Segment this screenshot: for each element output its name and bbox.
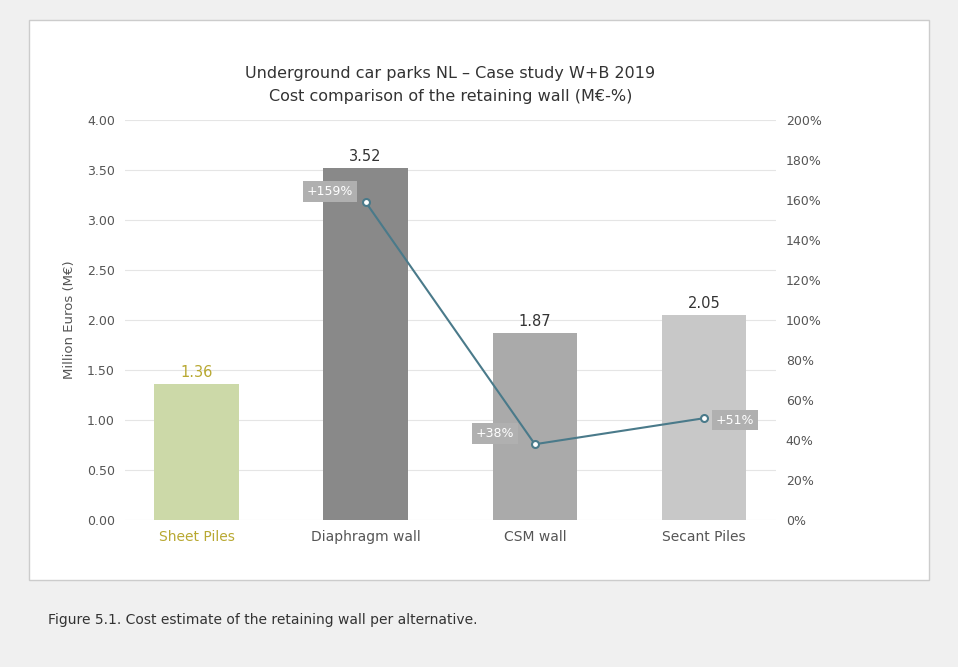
- Title: Underground car parks NL – Case study W+B 2019
Cost comparison of the retaining : Underground car parks NL – Case study W+…: [245, 67, 655, 103]
- Text: 3.52: 3.52: [350, 149, 382, 164]
- Bar: [154, 384, 239, 520]
- Text: 2.05: 2.05: [688, 296, 720, 311]
- Y-axis label: Million Euros (M€): Million Euros (M€): [62, 261, 76, 380]
- Text: 1.87: 1.87: [518, 314, 551, 329]
- Bar: [492, 334, 577, 520]
- Text: +159%: +159%: [307, 185, 353, 198]
- Text: Figure 5.1. Cost estimate of the retaining wall per alternative.: Figure 5.1. Cost estimate of the retaini…: [48, 614, 477, 627]
- Text: +38%: +38%: [475, 428, 514, 440]
- Bar: [324, 168, 408, 520]
- Text: 1.36: 1.36: [180, 366, 213, 380]
- Text: +51%: +51%: [716, 414, 754, 427]
- Bar: [662, 315, 746, 520]
